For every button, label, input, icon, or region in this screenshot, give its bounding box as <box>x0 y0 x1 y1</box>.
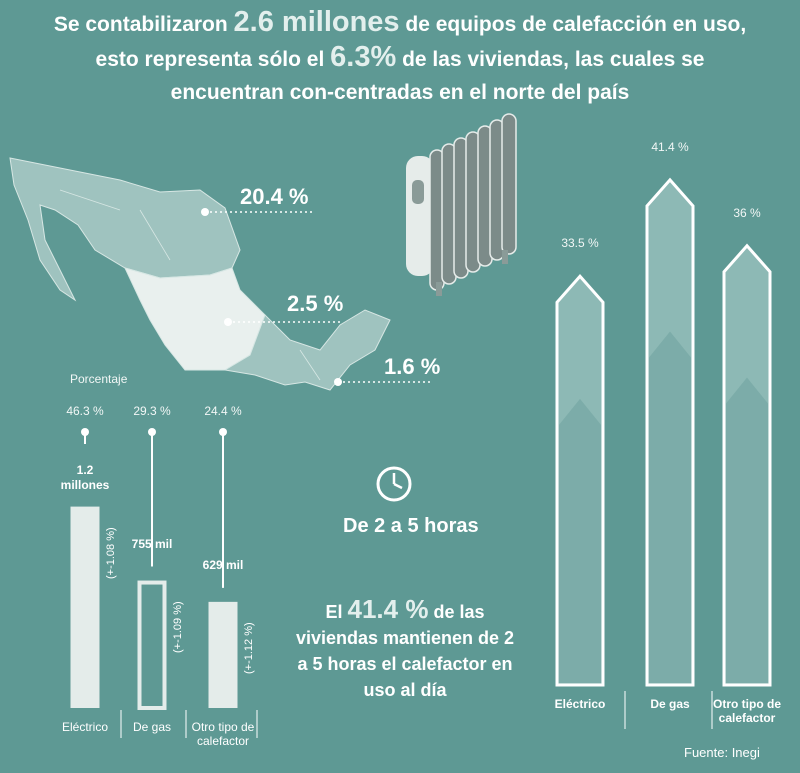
count-label: 1.2 millones <box>60 462 110 492</box>
headline-highlight-1: 2.6 millones <box>233 6 400 38</box>
region-label-north: 20.4 % <box>240 184 309 209</box>
category-label: De gas <box>132 720 172 734</box>
headline-text-1: Se contabilizaron <box>53 13 234 36</box>
mexico-map <box>9 157 432 391</box>
arrow-category-label: Eléctrico <box>554 697 606 711</box>
map-dot-north <box>201 208 209 216</box>
pin-dot <box>219 428 227 436</box>
arrow-value-label: 33.5 % <box>561 236 599 251</box>
bar-otro <box>208 601 238 708</box>
arrow-value-label: 36 % <box>733 205 761 220</box>
arrow-inner-2 <box>726 377 768 683</box>
arrow-category-label: Otro tipo de calefactor <box>713 697 781 725</box>
range-label: (+-1.12 %) <box>243 622 255 674</box>
percent-label: 46.3 % <box>66 404 104 418</box>
percent-label: 29.3 % <box>133 404 171 418</box>
headline: Se contabilizaron 2.6 millones de equipo… <box>40 6 760 109</box>
summary-highlight: 41.4 % <box>347 594 429 624</box>
bar-de-gas <box>137 580 167 710</box>
arrow-inner-1 <box>649 331 691 683</box>
map-dot-center <box>224 318 232 326</box>
source-label: Fuente: Inegi <box>684 745 760 760</box>
map-dot-south <box>334 378 342 386</box>
summary-text: El 41.4 % de las viviendas mantienen de … <box>290 596 520 703</box>
map-center-region <box>124 267 266 371</box>
arrow-category-label: De gas <box>650 697 690 711</box>
region-label-center: 2.5 % <box>287 291 344 316</box>
left-chart-title: Porcentaje <box>70 372 128 386</box>
clock-icon <box>376 466 412 502</box>
region-label-south: 1.6 % <box>384 354 441 379</box>
count-label: 755 mil <box>131 536 173 551</box>
summary-suffix: de las viviendas mantienen de 2 a 5 hora… <box>295 602 515 700</box>
category-label: Otro tipo de calefactor <box>191 720 255 748</box>
percent-label: 24.4 % <box>204 404 242 418</box>
arrow-inner-0 <box>559 398 601 683</box>
map-north-region <box>9 157 241 302</box>
headline-highlight-2: 6.3% <box>330 41 397 73</box>
right-arrow-chart <box>555 177 772 729</box>
arrow-value-label: 41.4 % <box>651 139 689 154</box>
pin-dot <box>148 428 156 436</box>
bar-electrico <box>70 506 100 708</box>
count-label: 629 mil <box>202 557 244 572</box>
heater-icon <box>406 113 517 296</box>
map-south-region <box>223 309 391 391</box>
summary-prefix: El <box>325 602 348 622</box>
headline-text-2: de equipos de calefacción en uso, esto r… <box>95 13 747 71</box>
left-bar-chart <box>70 428 258 738</box>
pin-dot <box>81 428 89 436</box>
range-label: (+-1.08 %) <box>105 526 117 579</box>
hours-label: De 2 a 5 horas <box>343 515 479 537</box>
range-label: (+-1.09 %) <box>172 600 184 653</box>
headline-text-3: de las viviendas, las cuales se encuentr… <box>170 48 705 104</box>
category-label: Eléctrico <box>61 720 108 734</box>
